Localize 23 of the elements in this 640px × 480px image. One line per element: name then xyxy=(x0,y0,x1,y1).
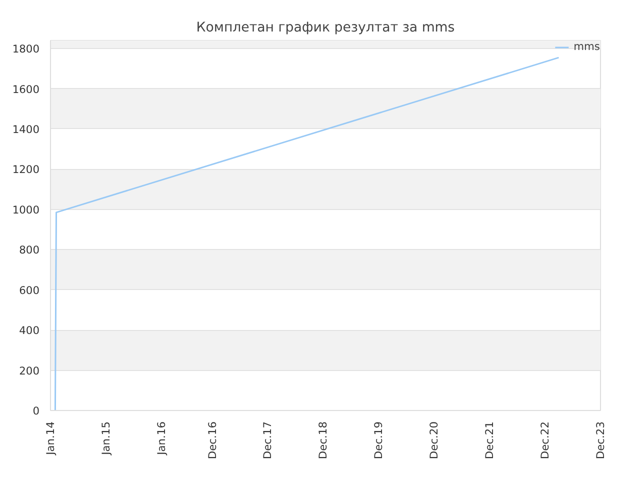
y-tick-label: 1000 xyxy=(12,203,40,216)
x-tick-label: Dec.21 xyxy=(483,421,496,460)
x-tick-label: Dec.19 xyxy=(372,421,386,460)
x-tick-label: Jan.15 xyxy=(99,422,112,456)
x-tick-label: Jan.14 xyxy=(44,421,57,456)
y-tick-label: 400 xyxy=(19,324,40,338)
y-tick-label: 200 xyxy=(19,364,40,378)
x-tick-label: Dec.22 xyxy=(538,421,552,460)
y-tick-label: 1600 xyxy=(12,82,40,96)
x-tick-label: Dec.18 xyxy=(316,421,330,460)
y-tick-label: 1200 xyxy=(12,163,40,176)
y-tick-label: 1400 xyxy=(12,122,40,136)
x-tick-label: Dec.17 xyxy=(261,421,274,460)
x-tick-label: Dec.20 xyxy=(428,421,441,460)
y-tick-label: 800 xyxy=(19,244,40,257)
legend-label: mms xyxy=(574,40,600,53)
chart-title: Комплетан график резултат за mms xyxy=(196,20,455,36)
x-tick-label: Dec.16 xyxy=(206,421,219,460)
y-tick-label: 600 xyxy=(19,284,40,297)
x-tick-label: Jan.16 xyxy=(154,421,168,456)
y-tick-label: 0 xyxy=(32,404,40,418)
y-tick-label: 1800 xyxy=(12,42,40,56)
x-tick-label: Dec.23 xyxy=(594,421,607,460)
